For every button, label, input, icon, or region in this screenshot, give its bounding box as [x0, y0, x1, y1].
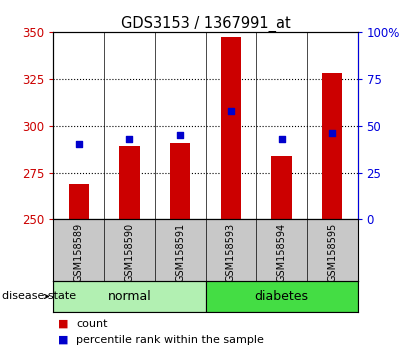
Point — [177, 132, 183, 138]
Text: diabetes: diabetes — [254, 290, 309, 303]
Text: ■: ■ — [58, 335, 68, 345]
Text: GSM158594: GSM158594 — [277, 223, 286, 282]
Bar — [271, 156, 292, 219]
Point — [278, 136, 285, 142]
Text: normal: normal — [108, 290, 151, 303]
Point — [228, 108, 234, 114]
Text: GSM158589: GSM158589 — [74, 223, 84, 282]
Text: GSM158591: GSM158591 — [175, 223, 185, 282]
Point — [76, 142, 82, 147]
Point — [126, 136, 133, 142]
Point — [329, 130, 335, 136]
Bar — [170, 143, 190, 219]
Bar — [119, 146, 140, 219]
Text: disease state: disease state — [2, 291, 76, 302]
Text: GSM158590: GSM158590 — [125, 223, 134, 282]
Text: count: count — [76, 319, 108, 329]
Text: GSM158593: GSM158593 — [226, 223, 236, 282]
Bar — [206, 281, 358, 312]
Text: GSM158595: GSM158595 — [327, 223, 337, 282]
Text: ■: ■ — [58, 319, 68, 329]
Bar — [69, 184, 89, 219]
Text: percentile rank within the sample: percentile rank within the sample — [76, 335, 264, 345]
Bar — [322, 73, 342, 219]
Title: GDS3153 / 1367991_at: GDS3153 / 1367991_at — [120, 16, 291, 32]
Bar — [53, 281, 206, 312]
Bar — [221, 38, 241, 219]
